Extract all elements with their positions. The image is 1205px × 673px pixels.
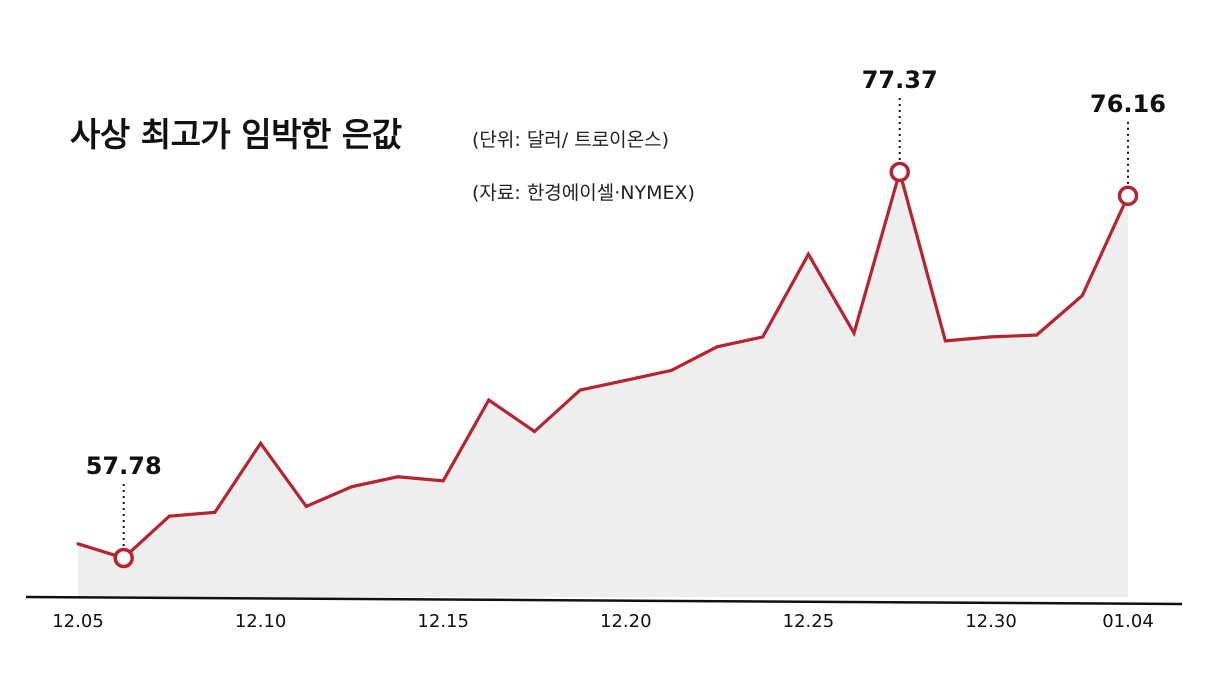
- x-tick-label: 12.20: [600, 611, 652, 632]
- x-tick-label: 01.04: [1102, 611, 1154, 632]
- data-point: [259, 441, 263, 445]
- x-tick-label: 12.15: [417, 611, 469, 632]
- price-line: [77, 166, 1130, 560]
- x-tick-label: 12.25: [783, 611, 835, 632]
- data-point: [441, 479, 445, 483]
- data-label: 77.37: [862, 66, 938, 94]
- data-point: [396, 475, 400, 479]
- data-point: [487, 398, 491, 402]
- data-label: 57.78: [86, 452, 162, 480]
- data-point: [350, 485, 354, 489]
- data-point: [852, 331, 856, 335]
- data-point: [213, 510, 217, 514]
- data-point: [761, 335, 765, 339]
- data-point: [532, 429, 537, 434]
- data-point: [669, 368, 674, 372]
- data-point: [806, 252, 811, 256]
- unit-note: (단위: 달러/ 트로이온스): [472, 129, 670, 151]
- x-axis-line: [25, 595, 1183, 606]
- data-label: 76.16: [1090, 90, 1166, 118]
- data-point: [1080, 293, 1084, 298]
- data-point: [578, 388, 582, 392]
- chart-title: 사상 최고가 임박한 은값: [70, 115, 402, 154]
- data-point: [76, 542, 80, 546]
- data-point: [624, 378, 628, 382]
- highlight-marker: [1117, 185, 1139, 207]
- source-note: (자료: 한경에이셀·NYMEX): [472, 182, 695, 204]
- highlight-marker: [113, 547, 134, 569]
- x-tick-label: 12.30: [965, 611, 1017, 632]
- data-point: [1035, 333, 1039, 337]
- highlight-marker: [889, 161, 910, 183]
- data-point: [304, 504, 308, 508]
- data-point: [989, 335, 993, 339]
- data-point: [943, 339, 948, 343]
- x-tick-label: 12.05: [52, 611, 104, 632]
- data-point: [715, 345, 719, 349]
- price-area-fill: [78, 172, 1128, 597]
- x-tick-label: 12.10: [235, 611, 287, 632]
- data-point: [167, 514, 171, 518]
